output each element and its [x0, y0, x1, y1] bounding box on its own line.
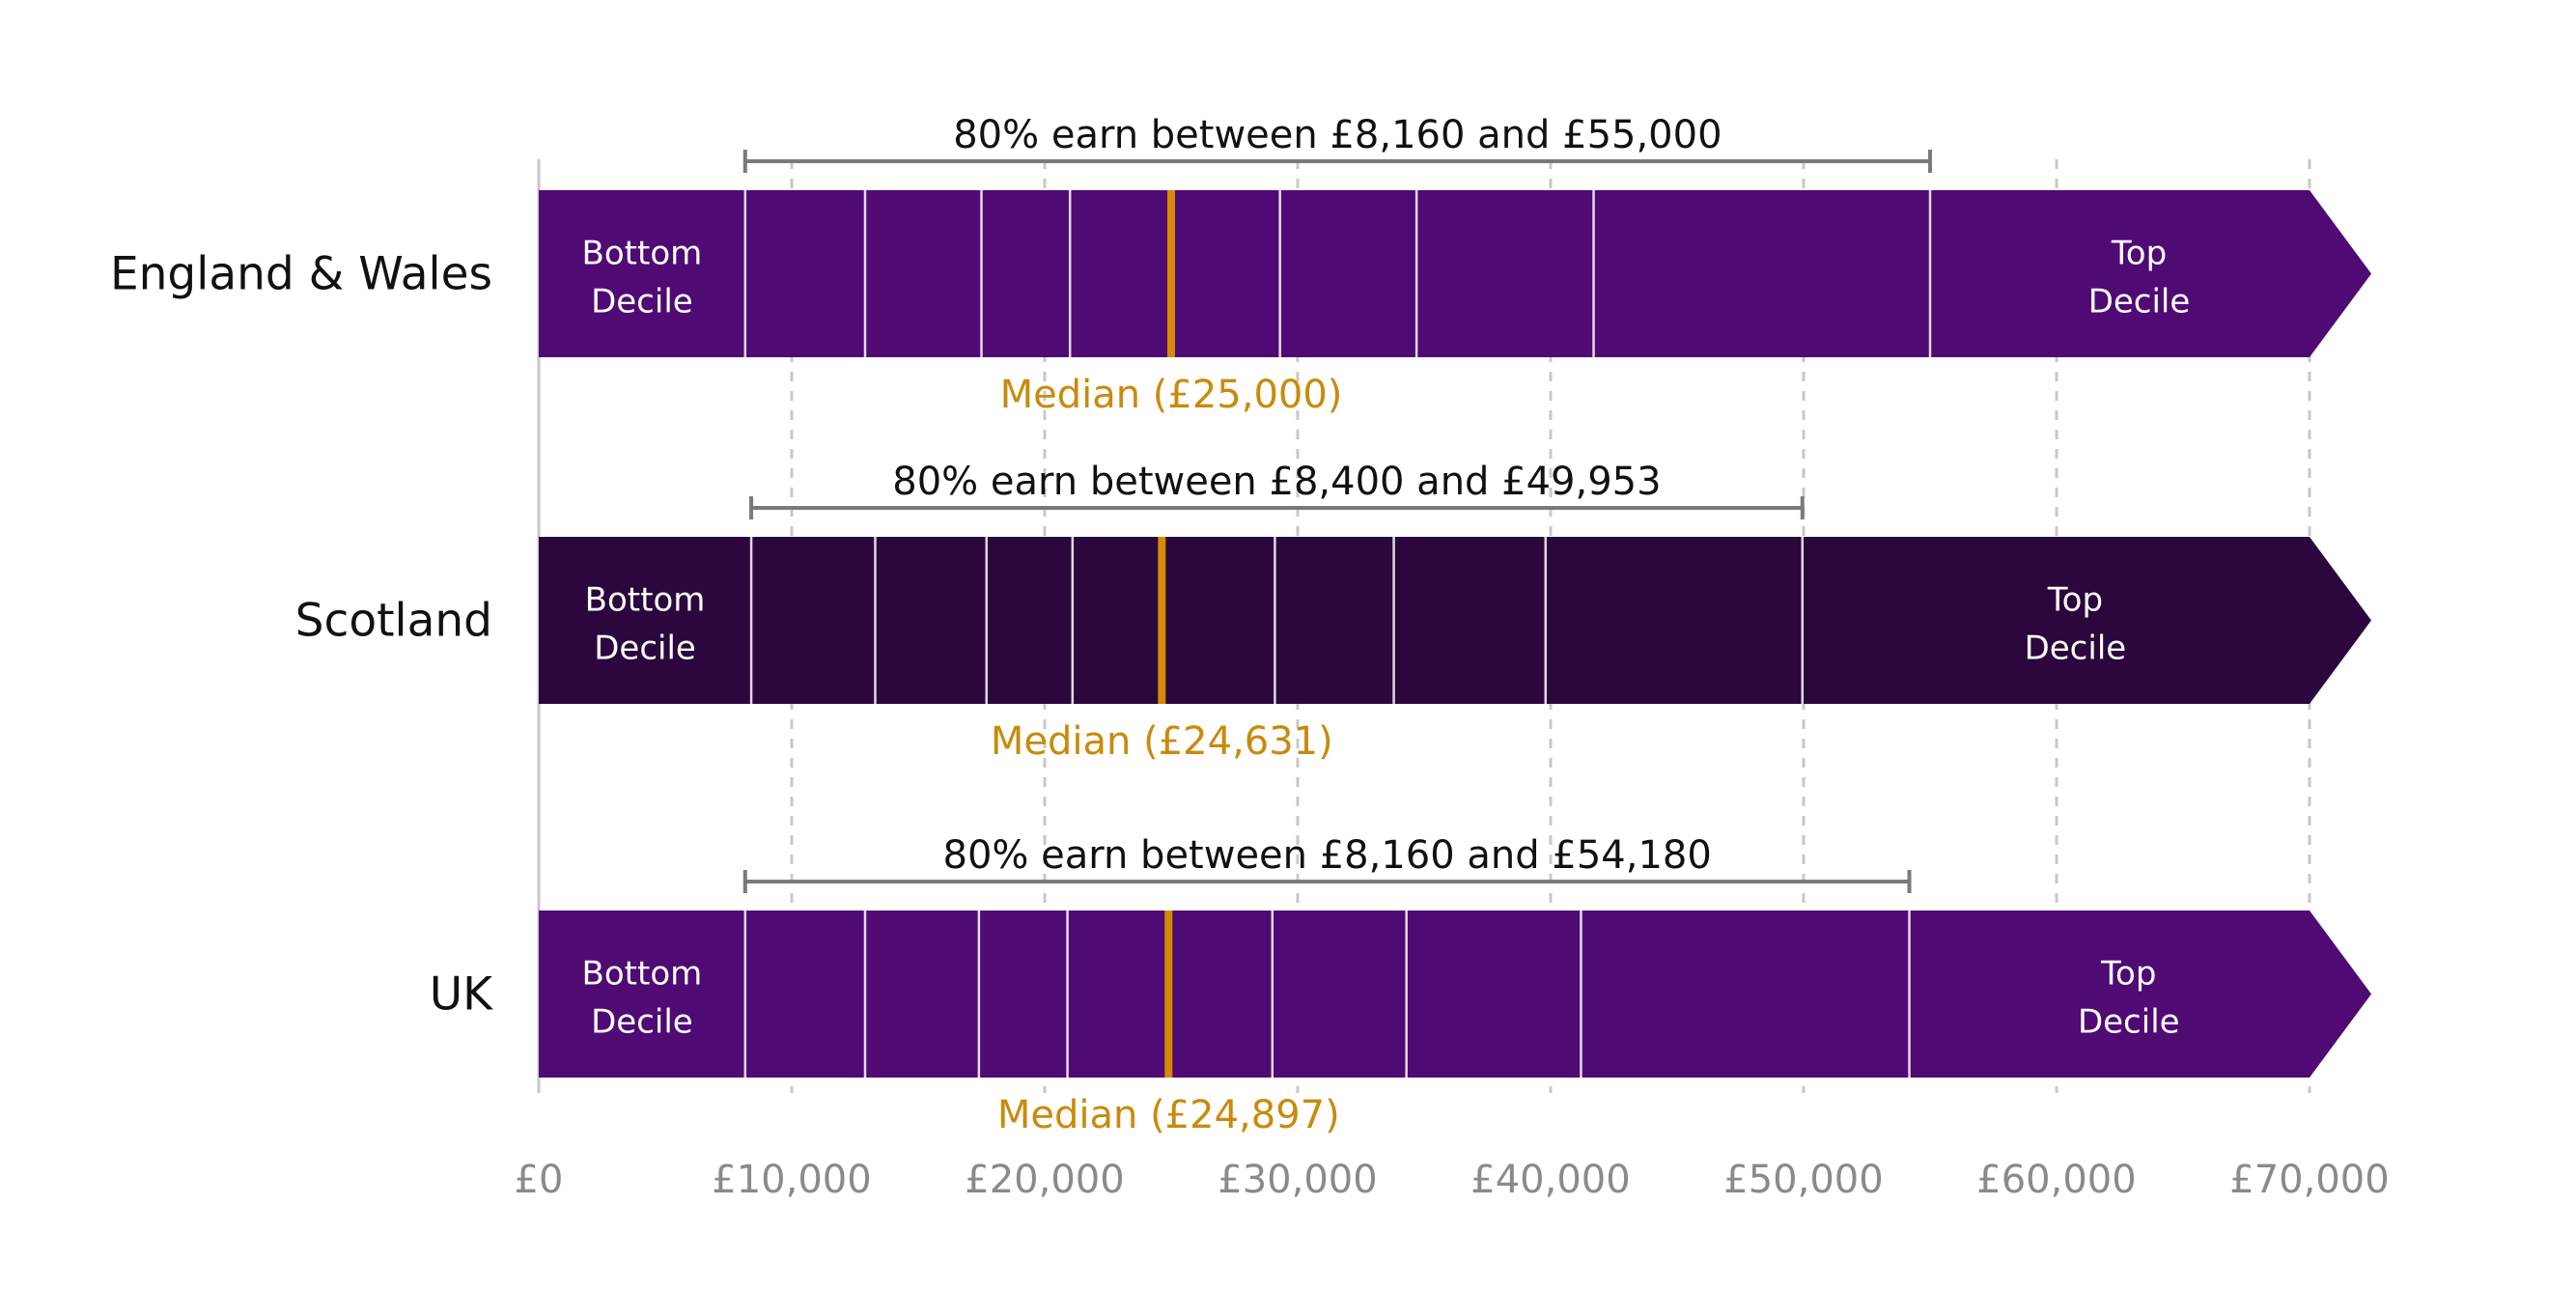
median-label: Median (£24,897)	[997, 1093, 1340, 1137]
range-label: 80% earn between £8,160 and £55,000	[953, 113, 1722, 157]
x-tick-label: £20,000	[965, 1158, 1124, 1202]
bottom-decile-label: Decile	[591, 1003, 693, 1042]
row-scotland: Scotland Median (£24,631) 80% earn between…	[295, 460, 2371, 764]
row-label: UK	[430, 968, 493, 1022]
row-uk: UK Median (£24,897) 80% earn between £8,16…	[430, 833, 2371, 1137]
median-label: Median (£24,631)	[991, 719, 1333, 764]
top-decile-label: Top	[2100, 955, 2156, 994]
x-tick-label: £60,000	[1976, 1158, 2136, 1202]
bottom-decile-label: Decile	[591, 283, 693, 322]
bottom-decile-label: Bottom	[582, 955, 703, 994]
chart-rows: England & Wales Median (£25,000) 80% earn …	[110, 113, 2371, 1137]
x-tick-label: £70,000	[2229, 1158, 2389, 1202]
top-decile-label: Decile	[2025, 630, 2127, 668]
row-label: England & Wales	[110, 248, 492, 301]
decile-bar	[539, 190, 2371, 357]
top-decile-label: Top	[2047, 581, 2103, 620]
top-decile-label: Top	[2111, 235, 2167, 273]
range-label: 80% earn between £8,400 and £49,953	[892, 460, 1661, 504]
x-tick-label: £50,000	[1723, 1158, 1883, 1202]
bottom-decile-label: Decile	[594, 630, 696, 668]
median-label: Median (£25,000)	[1000, 373, 1343, 417]
range-label: 80% earn between £8,160 and £54,180	[943, 833, 1712, 878]
top-decile-label: Decile	[2078, 1003, 2180, 1042]
x-tick-label: £40,000	[1470, 1158, 1630, 1202]
x-axis: £0 £10,000 £20,000 £30,000 £40,000 £50,000 £60…	[515, 1158, 2390, 1202]
decile-bar	[539, 911, 2371, 1078]
x-tick-label: £0	[515, 1158, 564, 1202]
x-tick-label: £10,000	[712, 1158, 871, 1202]
decile-bar	[539, 537, 2371, 704]
row-england-wales: England & Wales Median (£25,000) 80% earn …	[110, 113, 2371, 417]
row-label: Scotland	[295, 595, 492, 648]
top-decile-label: Decile	[2088, 283, 2191, 322]
bottom-decile-label: Bottom	[582, 235, 703, 273]
bottom-decile-label: Bottom	[585, 581, 706, 620]
x-tick-label: £30,000	[1218, 1158, 1377, 1202]
